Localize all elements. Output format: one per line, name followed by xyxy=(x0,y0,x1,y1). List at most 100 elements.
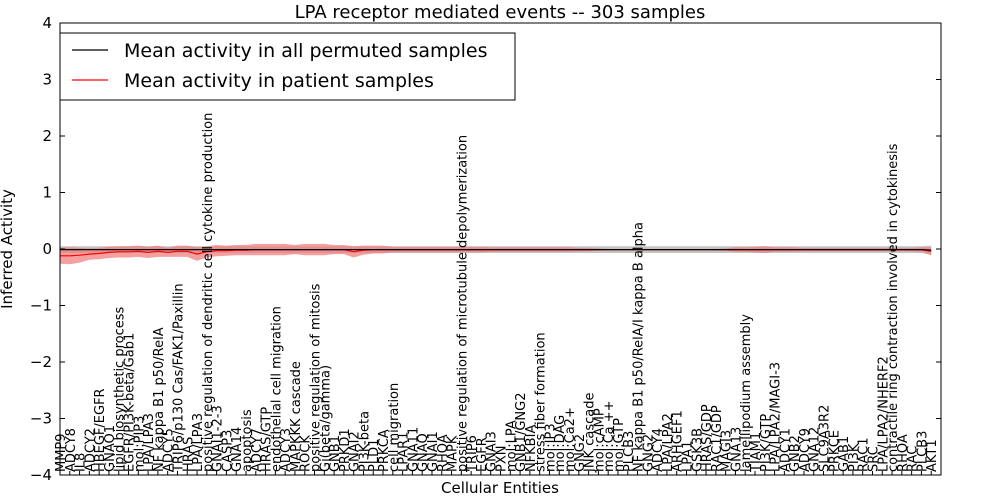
x-tick-label: PI3K/GTP xyxy=(759,414,774,472)
x-tick-label: GNA14 xyxy=(230,427,245,472)
x-tick-label: GNB2 xyxy=(788,435,803,472)
x-tick-label: MAPKKK cascade xyxy=(289,361,304,472)
x-tick-label: mol:Ca2+ xyxy=(563,407,578,472)
legend: Mean activity in all permuted samples Me… xyxy=(59,32,516,101)
x-tick-label: ADCY4 xyxy=(651,428,666,472)
x-tick-label: EGFR xyxy=(475,437,490,472)
x-tick-label: RHOA xyxy=(896,434,911,472)
x-tick-label: GNAO1 xyxy=(103,425,118,472)
x-tick-label: MMP9 xyxy=(54,433,69,472)
x-tick-label: mol:cAMP xyxy=(592,408,607,472)
y-axis: 4 3 2 1 0 −1 −2 −3 −4 xyxy=(30,14,941,484)
x-tick-label: lipid biosynthetic process xyxy=(113,306,128,472)
x-tick-label: TRIP6/p130 Cas/FAK1/Paxillin xyxy=(172,283,187,473)
x-tick-label: PRKCA xyxy=(377,429,392,472)
x-tick-label: apoptosis xyxy=(240,409,255,472)
x-tick-label: EGFR/PI3K-beta/Gab1 xyxy=(123,333,138,472)
x-tick-label: mol:PIP3 xyxy=(132,416,147,472)
x-tick-label: PRKCE xyxy=(827,430,842,472)
y-tick-label: −3 xyxy=(30,410,52,428)
x-tick-label: PLCB3 xyxy=(622,431,637,472)
x-tick-label: LPA/LPA2 xyxy=(661,413,676,472)
x-tick-label: PRKD1 xyxy=(338,428,353,472)
x-tick-label: mol:IP3 xyxy=(543,423,558,472)
x-tick-label: GNAI1-2-3 xyxy=(211,405,226,472)
x-tick-label: LPAR1 xyxy=(397,432,412,472)
x-tick-label: NF kappa B1 p50/RelA xyxy=(152,327,167,472)
x-tick-label: RAC1/GDP xyxy=(710,405,725,472)
x-tick-label: AKT1 xyxy=(925,439,940,472)
x-tick-label: GNB1/GNG2 xyxy=(514,393,529,473)
x-tick-label: MAGI3 xyxy=(720,430,735,472)
x-tick-label: TRIP6 xyxy=(465,435,480,473)
x-tick-label: GAB1 xyxy=(837,436,852,472)
x-tick-label: positive regulation of microtubule depol… xyxy=(455,135,470,472)
x-tick-label: endothelial cell migration xyxy=(269,306,284,472)
x-tick-label: ADCY9 xyxy=(798,428,813,472)
activity-bands xyxy=(60,243,932,265)
x-tick-label: GNG2 xyxy=(641,434,656,472)
y-tick-label: −2 xyxy=(30,353,52,371)
x-tick-label: PI3K-beta xyxy=(358,411,373,472)
x-tick-label: GNA12 xyxy=(808,427,823,472)
x-tick-label: GNAI3 xyxy=(485,431,500,472)
y-tick-label: 0 xyxy=(42,240,52,258)
x-tick-label: GNB1 xyxy=(328,435,343,472)
x-tick-label: Gi(beta/gamma) xyxy=(318,365,333,472)
x-tick-label: mol:Ca ++ xyxy=(602,400,617,472)
x-tick-label: LPA/LPA2/NHERF2 xyxy=(876,356,891,472)
x-tick-label: HRAS xyxy=(181,437,196,472)
x-tick-label: GNAI1 xyxy=(426,431,441,472)
legend-box xyxy=(59,32,516,101)
x-tick-label: SRC xyxy=(867,446,882,472)
x-tick-label: stress fiber formation xyxy=(534,332,549,472)
x-tick-label: RHOA xyxy=(436,434,451,472)
y-tick-label: 2 xyxy=(42,127,52,145)
x-tick-label: ADCY1 xyxy=(778,428,793,472)
x-tick-label: GSK3B xyxy=(690,428,705,472)
permuted-mean-line xyxy=(60,249,932,251)
y-tick-label: −4 xyxy=(30,466,52,484)
x-tick-label: positive regulation of mitosis xyxy=(309,283,324,472)
y-tick-label: 3 xyxy=(42,71,52,89)
x-tick-label: HRAS/GTP xyxy=(260,407,275,472)
x-tick-label: GNG2 xyxy=(573,434,588,472)
x-tick-label: PXN xyxy=(495,446,510,472)
x-tick-label: JNK cascade xyxy=(583,393,598,473)
x-tick-label: LPA/LPA3 xyxy=(191,413,206,472)
x-tick-label: mol:GTP xyxy=(612,418,627,472)
x-tick-label: PLCB3 xyxy=(915,431,930,472)
x-tick-label: PI3K xyxy=(847,443,862,472)
x-tick-label: mol:LPA xyxy=(504,420,519,472)
x-tick-label: contractile ring contraction involved in… xyxy=(886,143,901,472)
legend-label-permuted: Mean activity in all permuted samples xyxy=(124,40,487,62)
x-tick-label: SLC9A3R2 xyxy=(818,405,833,472)
x-axis-title: Cellular Entities xyxy=(441,479,559,497)
y-tick-label: 1 xyxy=(42,184,52,202)
x-tick-label: CASP3 xyxy=(220,430,235,472)
x-tick-label: NFKBIA xyxy=(524,425,539,472)
x-tick-label: mol:DAG xyxy=(553,415,568,472)
x-tick-label: ARHGEF1 xyxy=(671,410,686,472)
x-tick-label: LPA/LPA2/MAGI-3 xyxy=(769,362,784,472)
x-tick-label: NF kappa B1 p50/RelA/I kappa B alpha xyxy=(632,222,647,472)
x-tick-label: ADCY8 xyxy=(64,428,79,472)
x-tick-label: positive regulation of dendritic cell cy… xyxy=(201,113,216,472)
x-tick-label: ADCY5 xyxy=(162,428,177,472)
x-tick-label: MAPK xyxy=(446,435,461,472)
x-tick-label: lamellipodium assembly xyxy=(739,314,754,472)
x-tick-label: ROCK xyxy=(299,435,314,472)
x-tick-label: RAC xyxy=(906,446,921,472)
y-tick-label: −1 xyxy=(30,297,52,315)
x-tick-label: GNA13 xyxy=(729,427,744,472)
x-tick-label: GNAI2 xyxy=(348,431,363,472)
x-tick-label: LPA1 xyxy=(681,441,696,472)
y-axis-title: Inferred Activity xyxy=(0,189,16,309)
x-tick-label: GNAQ xyxy=(416,433,431,472)
x-tick-label: ADCY7 xyxy=(250,428,265,472)
x-tick-label: RAC1 xyxy=(857,437,872,472)
chart-title: LPA receptor mediated events -- 303 samp… xyxy=(295,2,706,23)
x-tick-label: TIAM1 xyxy=(749,432,764,473)
